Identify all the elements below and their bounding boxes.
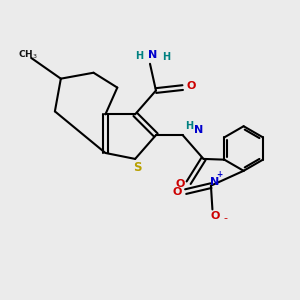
- Text: H: H: [185, 121, 193, 130]
- Text: H: H: [135, 51, 143, 62]
- Text: H: H: [162, 52, 170, 62]
- Text: O: O: [176, 179, 185, 189]
- Text: N: N: [194, 125, 203, 135]
- Text: N: N: [148, 50, 157, 60]
- Text: N: N: [210, 177, 219, 187]
- Text: CH$_3$: CH$_3$: [18, 49, 38, 61]
- Text: +: +: [216, 170, 222, 179]
- Text: O: O: [173, 187, 182, 196]
- Text: O: O: [186, 81, 196, 91]
- Text: -: -: [224, 213, 228, 223]
- Text: S: S: [133, 161, 142, 174]
- Text: O: O: [211, 211, 220, 221]
